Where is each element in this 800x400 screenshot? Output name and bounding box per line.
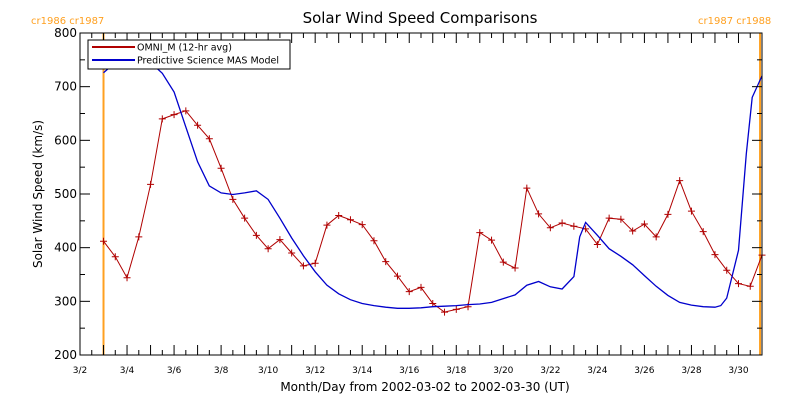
data-point xyxy=(217,164,225,172)
y-tick-label: 200 xyxy=(54,348,77,362)
x-tick-label: 3/22 xyxy=(540,366,560,376)
data-point xyxy=(393,272,401,280)
y-tick-label: 500 xyxy=(54,187,77,201)
data-point xyxy=(147,180,155,188)
data-point xyxy=(488,236,496,244)
data-point xyxy=(664,210,672,218)
x-tick-label: 3/8 xyxy=(214,366,229,376)
data-point xyxy=(346,216,354,224)
data-point xyxy=(241,214,249,222)
x-tick-label: 3/30 xyxy=(728,366,748,376)
legend-label-omni: OMNI_M (12-hr avg) xyxy=(137,43,232,54)
x-tick-label: 3/12 xyxy=(305,366,325,376)
data-point xyxy=(135,233,143,241)
x-axis-label: Month/Day from 2002-03-02 to 2002-03-30 … xyxy=(280,380,569,394)
x-tick-label: 3/28 xyxy=(681,366,701,376)
data-point xyxy=(299,262,307,270)
data-point xyxy=(311,259,319,267)
y-axis: 200 300 400 500 600 700 800 xyxy=(54,26,762,362)
data-point xyxy=(429,299,437,307)
data-point xyxy=(288,249,296,257)
data-point xyxy=(511,264,519,272)
data-point xyxy=(452,305,460,313)
x-tick-label: 3/4 xyxy=(120,366,135,376)
data-point xyxy=(723,266,731,274)
legend-label-mas: Predictive Science MAS Model xyxy=(137,56,279,67)
data-point xyxy=(170,111,178,119)
data-point xyxy=(370,237,378,245)
data-point xyxy=(264,245,272,253)
series-line-mas xyxy=(103,58,763,309)
x-tick-label: 3/18 xyxy=(446,366,466,376)
chart-title: Solar Wind Speed Comparisons xyxy=(303,9,538,27)
data-point xyxy=(617,215,625,223)
data-point xyxy=(111,253,119,261)
data-point xyxy=(711,251,719,259)
data-point xyxy=(358,221,366,229)
data-point xyxy=(734,280,742,288)
data-point xyxy=(629,227,637,235)
data-point xyxy=(593,240,601,248)
data-point xyxy=(382,258,390,266)
data-point xyxy=(100,237,108,245)
data-point xyxy=(229,195,237,203)
legend: OMNI_M (12-hr avg) Predictive Science MAS… xyxy=(87,39,291,70)
x-tick-label: 3/2 xyxy=(73,366,87,376)
y-tick-label: 800 xyxy=(54,26,77,40)
data-point xyxy=(123,274,131,282)
data-point xyxy=(158,115,166,123)
data-point xyxy=(699,228,707,236)
legend-box xyxy=(87,39,291,70)
x-tick-label: 3/26 xyxy=(634,366,654,376)
data-point xyxy=(605,214,613,222)
data-point xyxy=(417,283,425,291)
data-point xyxy=(558,219,566,227)
data-point xyxy=(252,231,260,239)
data-point xyxy=(335,211,343,219)
x-tick-label: 3/24 xyxy=(587,366,607,376)
data-point xyxy=(499,258,507,266)
data-point xyxy=(441,308,449,316)
data-point xyxy=(746,282,754,290)
rotation-label: cr1987 cr1988 xyxy=(698,16,771,27)
y-tick-label: 400 xyxy=(54,241,77,255)
data-point xyxy=(535,210,543,218)
data-point xyxy=(570,222,578,230)
data-point xyxy=(687,207,695,215)
y-tick-label: 700 xyxy=(54,80,77,94)
x-tick-label: 3/6 xyxy=(167,366,182,376)
y-tick-label: 600 xyxy=(54,133,77,147)
y-axis-label: Solar Wind Speed (km/s) xyxy=(31,120,45,268)
data-point xyxy=(523,184,531,192)
data-point xyxy=(205,135,213,143)
x-tick-label: 3/16 xyxy=(399,366,419,376)
data-point xyxy=(640,220,648,228)
data-point xyxy=(182,107,190,115)
data-point xyxy=(676,177,684,185)
data-point xyxy=(476,229,484,237)
x-axis: 3/2 3/4 3/6 3/8 3/10 3/12 3/14 3/16 3/18 3/20 3/22… xyxy=(73,33,763,376)
data-point xyxy=(276,236,284,244)
x-tick-label: 3/20 xyxy=(493,366,513,376)
data-point xyxy=(194,121,202,129)
x-tick-label: 3/10 xyxy=(258,366,278,376)
y-tick-label: 300 xyxy=(54,294,77,308)
data-point xyxy=(652,233,660,241)
data-point xyxy=(323,221,331,229)
x-tick-label: 3/14 xyxy=(352,366,372,376)
data-point xyxy=(405,288,413,296)
rotation-label: cr1986 cr1987 xyxy=(31,16,104,27)
data-point xyxy=(546,224,554,232)
